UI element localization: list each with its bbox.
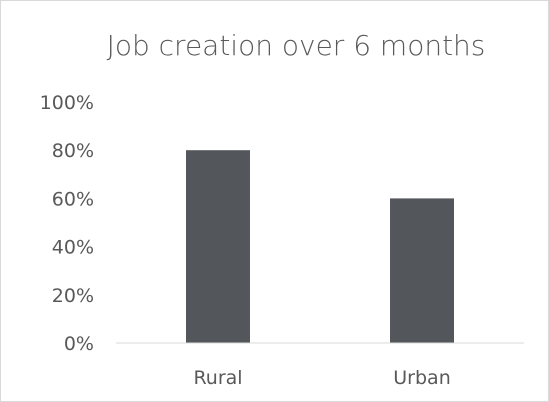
- x-axis-categories: Rural Urban: [193, 367, 450, 389]
- y-tick-label: 100%: [40, 92, 94, 114]
- bars: [186, 150, 454, 343]
- y-tick-label: 60%: [52, 188, 94, 210]
- y-tick-label: 40%: [52, 237, 94, 259]
- x-category-label: Urban: [393, 367, 450, 389]
- y-tick-label: 0%: [64, 333, 94, 355]
- bar-urban: [390, 198, 454, 343]
- y-tick-label: 20%: [52, 285, 94, 307]
- y-tick-label: 80%: [52, 140, 94, 162]
- y-axis-ticks: 0% 20% 40% 60% 80% 100%: [40, 92, 94, 355]
- x-category-label: Rural: [193, 367, 242, 389]
- bar-rural: [186, 150, 250, 343]
- chart-title: Job creation over 6 months: [106, 29, 486, 62]
